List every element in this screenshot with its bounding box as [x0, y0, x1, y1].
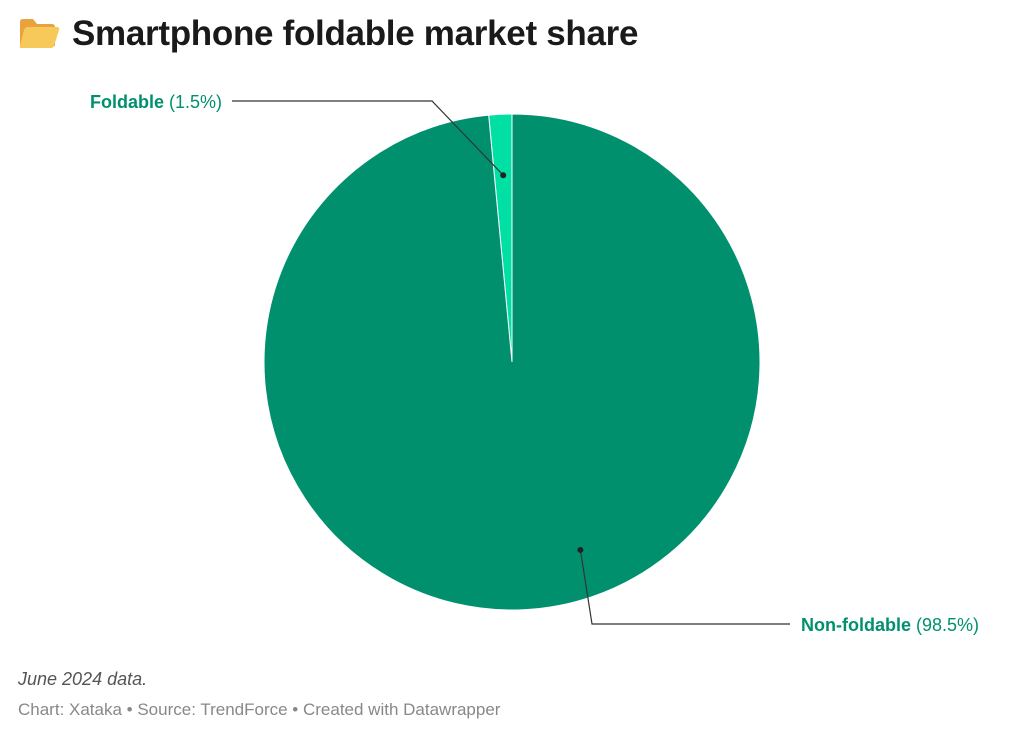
leader-line-non-foldable: [579, 549, 790, 625]
leader-dot-foldable: [500, 172, 507, 179]
slice-label-foldable: Foldable (1.5%): [90, 92, 222, 112]
slice-label-non-foldable: Non-foldable (98.5%): [801, 615, 979, 635]
leader-line-foldable: [232, 100, 504, 176]
pie-chart: Foldable (1.5%) Non-foldable (98.5%): [90, 92, 979, 635]
leader-dot-non-foldable: [577, 546, 584, 553]
chart-header: Smartphone foldable market share: [18, 14, 638, 54]
chart-notes: June 2024 data.: [18, 669, 148, 689]
chart-title: Smartphone foldable market share: [72, 14, 639, 53]
pie-slice-non-foldable: [263, 113, 761, 611]
open-folder-icon: [18, 16, 60, 52]
chart-footer: Chart: Xataka • Source: TrendForce • Cre…: [18, 700, 501, 719]
